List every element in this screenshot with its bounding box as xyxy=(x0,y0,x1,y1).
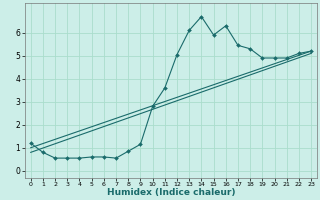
X-axis label: Humidex (Indice chaleur): Humidex (Indice chaleur) xyxy=(107,188,235,197)
